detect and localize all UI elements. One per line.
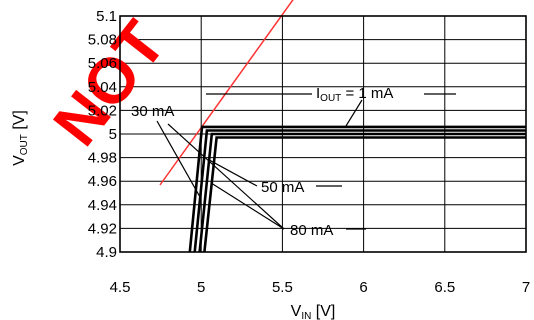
x-tick-label: 5.5 — [272, 279, 293, 296]
x-tick-labels: 4.5 5 5.5 6 6.5 7 — [110, 279, 531, 296]
series-line-3 — [198, 132, 526, 253]
y-tick-label: 5 — [109, 126, 117, 143]
y-tick-labels: 4.9 4.92 4.94 4.96 4.98 5 5.02 5.04 5.06 5.08 5.1 — [88, 8, 117, 261]
series-line-4 — [203, 136, 526, 253]
annotation-30ma: 30 mA — [131, 103, 174, 120]
series-line-1 — [188, 125, 526, 253]
y-tick-label: 5.08 — [88, 32, 117, 49]
y-axis-title-main: V — [11, 155, 28, 166]
x-axis-title: VIN [V] — [291, 303, 336, 320]
series-line-2 — [193, 129, 526, 253]
leader-line — [208, 159, 258, 187]
plot-frame — [119, 15, 527, 253]
y-tick-label: 5.1 — [96, 8, 117, 25]
x-axis-title-unit: [V] — [311, 303, 335, 320]
y-axis-title-sub: OUT — [19, 134, 30, 155]
leader-line — [211, 182, 285, 230]
annotations: IOUT = 1 mA 30 mA 50 mA 80 mA — [131, 85, 456, 239]
x-tick-label: 4.5 — [110, 279, 131, 296]
y-tick-label: 4.98 — [88, 150, 117, 167]
y-tick-label: 5.02 — [88, 102, 117, 119]
leader-line — [156, 120, 201, 198]
y-tick-label: 4.92 — [88, 220, 117, 237]
leader-line — [167, 123, 285, 230]
y-tick-label: 5.06 — [88, 55, 117, 72]
y-axis-title-unit: [V] — [11, 110, 28, 134]
y-tick-label: 5.04 — [88, 79, 117, 96]
y-tick-label: 4.94 — [88, 197, 117, 214]
x-tick-label: 6.5 — [434, 279, 455, 296]
annotation-80ma: 80 mA — [290, 222, 333, 239]
x-axis-title-sub: IN — [301, 311, 311, 320]
annotation-50ma: 50 mA — [261, 179, 304, 196]
x-tick-label: 5 — [197, 279, 205, 296]
annotation-iout-1ma: IOUT = 1 mA — [316, 85, 393, 104]
series-lines — [188, 125, 526, 253]
y-axis-title: VOUT [V] — [11, 110, 30, 166]
x-tick-label: 7 — [522, 279, 530, 296]
x-tick-label: 6 — [359, 279, 367, 296]
x-axis-title-main: V — [291, 303, 302, 320]
y-tick-label: 4.9 — [96, 244, 117, 261]
y-tick-label: 4.96 — [88, 173, 117, 190]
leader-line — [345, 99, 363, 127]
watermark-stroke — [159, 0, 294, 186]
